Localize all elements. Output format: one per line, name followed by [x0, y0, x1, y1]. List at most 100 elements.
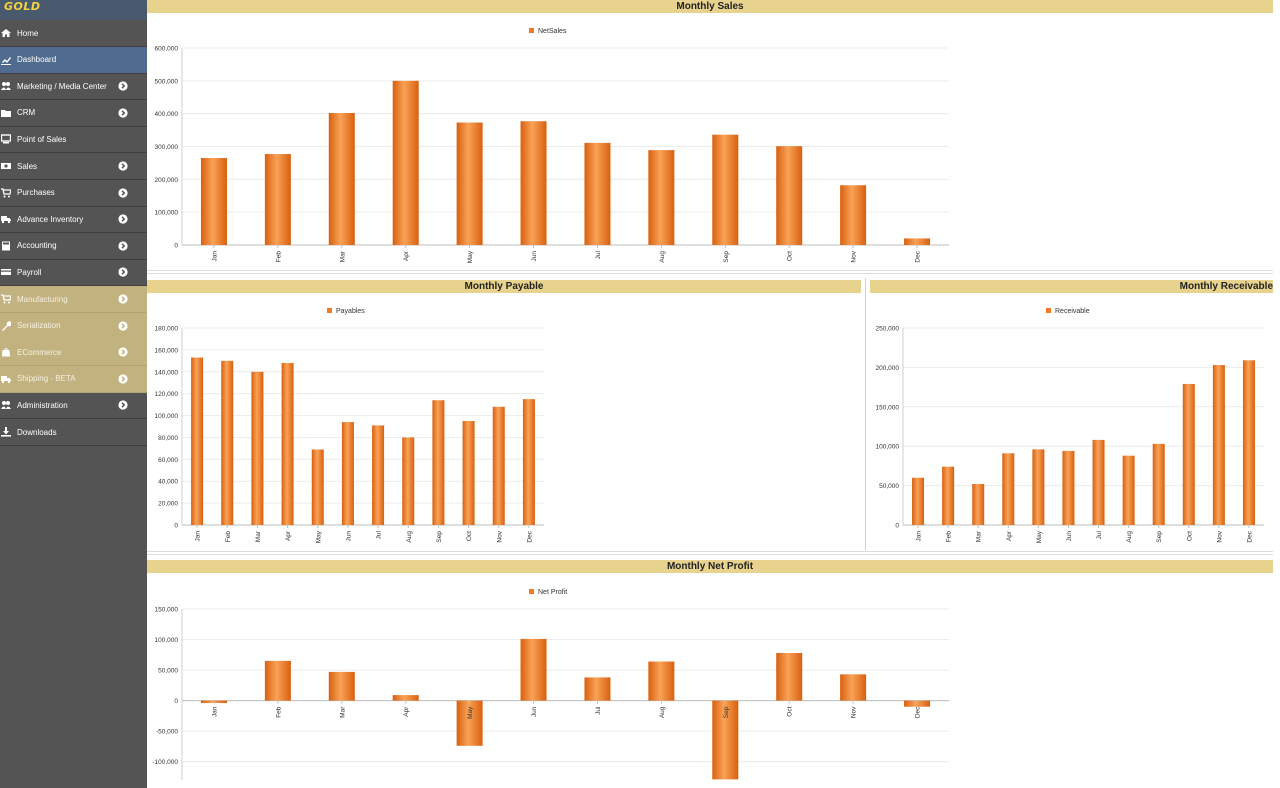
chart-legend: Payables [327, 308, 365, 315]
chart-legend: Net Profit [529, 589, 567, 596]
sidebar-item-dashboard[interactable]: Dashboard [0, 46, 147, 73]
menu-separator [0, 285, 147, 287]
cart-icon [1, 294, 11, 304]
chevron-right-icon[interactable] [118, 320, 128, 331]
sidebar-item-payroll[interactable]: Payroll [0, 259, 147, 285]
sidebar-item-serialization[interactable]: Serialization [0, 312, 147, 339]
y-tick-label: 160,000 [155, 347, 179, 354]
y-tick-label: 180,000 [155, 326, 179, 333]
bar [456, 700, 483, 746]
menu-separator [0, 445, 147, 446]
chevron-right-icon[interactable] [118, 267, 128, 277]
y-tick-label: 0 [174, 523, 178, 530]
chevron-right-icon[interactable] [118, 108, 128, 118]
y-tick-label: 120,000 [155, 391, 179, 398]
bar [1092, 439, 1105, 525]
x-tick-label: Oct [787, 251, 794, 261]
x-tick-label: Jun [345, 531, 352, 542]
menu-separator [0, 232, 147, 234]
x-tick-label: May [467, 706, 474, 719]
cart-icon [1, 187, 11, 198]
x-tick-label: Apr [285, 530, 292, 541]
chevron-right-icon[interactable] [118, 241, 128, 251]
bar [904, 238, 931, 245]
app-logo[interactable]: GOLD [0, 0, 147, 20]
y-tick-label: 50,000 [879, 483, 899, 490]
x-tick-label: Apr [403, 706, 410, 717]
menu-separator [0, 179, 147, 180]
x-tick-label: Nov [1216, 530, 1223, 542]
chevron-right-icon[interactable] [118, 400, 128, 410]
sidebar-item-purchases[interactable]: Purchases [0, 180, 147, 206]
legend-swatch [1046, 308, 1051, 313]
sales-chart: NetSales 0 100,000 200,000 300,000 400,000 500… [155, 28, 949, 263]
sidebar-item-downloads[interactable]: Downloads [0, 419, 147, 445]
bar [328, 671, 355, 701]
chevron-right-icon[interactable] [118, 347, 128, 357]
bar [942, 466, 955, 525]
x-tick-label: Sep [723, 251, 730, 263]
x-tick-label: Oct [1186, 531, 1193, 541]
bar [251, 371, 264, 525]
x-tick-label: Dec [915, 250, 922, 262]
menu-separator [0, 125, 147, 127]
card-icon [1, 268, 11, 277]
x-tick-label: Jul [1096, 530, 1103, 539]
x-tick-label: Jul [595, 250, 602, 259]
x-tick-label: Aug [1126, 531, 1133, 543]
x-tick-label: Oct [466, 531, 473, 541]
chevron-right-icon[interactable] [118, 214, 128, 224]
bar [456, 122, 483, 245]
sidebar-item-administration[interactable]: Administration [0, 392, 147, 418]
chevron-right-icon[interactable] [118, 187, 128, 198]
menu-separator [0, 312, 147, 313]
sidebar-item-ecommerce[interactable]: ECommerce [0, 339, 147, 366]
y-tick-label: 100,000 [876, 444, 900, 451]
bar [1002, 453, 1015, 525]
bar [648, 661, 675, 701]
sidebar-item-label: Administration [17, 400, 68, 410]
bar [311, 449, 324, 525]
bar [492, 406, 505, 525]
bar [972, 484, 985, 525]
sidebar-item-advance-inventory[interactable]: Advance Inventory [0, 206, 147, 232]
receivable-title-text: Monthly Receivable [1179, 281, 1273, 292]
x-tick-label: Aug [406, 531, 413, 543]
x-tick-label: Dec [526, 530, 533, 542]
y-tick-label: 20,000 [158, 501, 178, 508]
x-tick-label: Nov [851, 706, 858, 718]
x-tick-label: Sep [723, 706, 730, 718]
y-tick-label: 0 [174, 243, 178, 250]
payable-chart: Payables 0 20,000 40,000 60,000 80,000 100,000… [155, 308, 544, 543]
bar [712, 134, 739, 245]
chevron-right-icon[interactable] [118, 161, 128, 171]
legend-swatch [529, 28, 534, 33]
sidebar-item-crm[interactable]: CRM [0, 100, 147, 126]
y-tick-label: 40,000 [158, 479, 178, 486]
x-tick-label: Sep [1156, 531, 1163, 543]
sidebar-item-sales[interactable]: Sales [0, 153, 147, 179]
y-tick-label: 600,000 [155, 46, 179, 53]
y-tick-label: 60,000 [158, 457, 178, 464]
chevron-right-icon[interactable] [118, 81, 128, 91]
users-icon [1, 401, 11, 410]
chevron-right-icon[interactable] [118, 294, 128, 304]
bar [191, 357, 204, 525]
chevron-right-icon[interactable] [118, 374, 128, 384]
sidebar-item-accounting[interactable]: Accounting [0, 233, 147, 259]
y-tick-label: 50,000 [158, 668, 178, 675]
menu-separator [0, 338, 147, 340]
bar [1122, 455, 1135, 525]
sidebar-item-manufacturing[interactable]: Manufacturing [0, 286, 147, 312]
sidebar-item-shipping-beta[interactable]: Shipping - BETA [0, 365, 147, 392]
monitor-icon [1, 134, 11, 144]
users-icon [1, 82, 11, 91]
sidebar-item-home[interactable]: Home [0, 20, 147, 46]
sidebar-item-label: ECommerce [17, 347, 62, 357]
x-tick-label: Feb [275, 251, 282, 263]
bar [392, 80, 419, 245]
sidebar-item-marketing-media-center[interactable]: Marketing / Media Center [0, 73, 147, 99]
bar [712, 700, 739, 780]
sidebar-item-point-of-sales[interactable]: Point of Sales [0, 126, 147, 152]
legend-swatch [327, 308, 332, 313]
